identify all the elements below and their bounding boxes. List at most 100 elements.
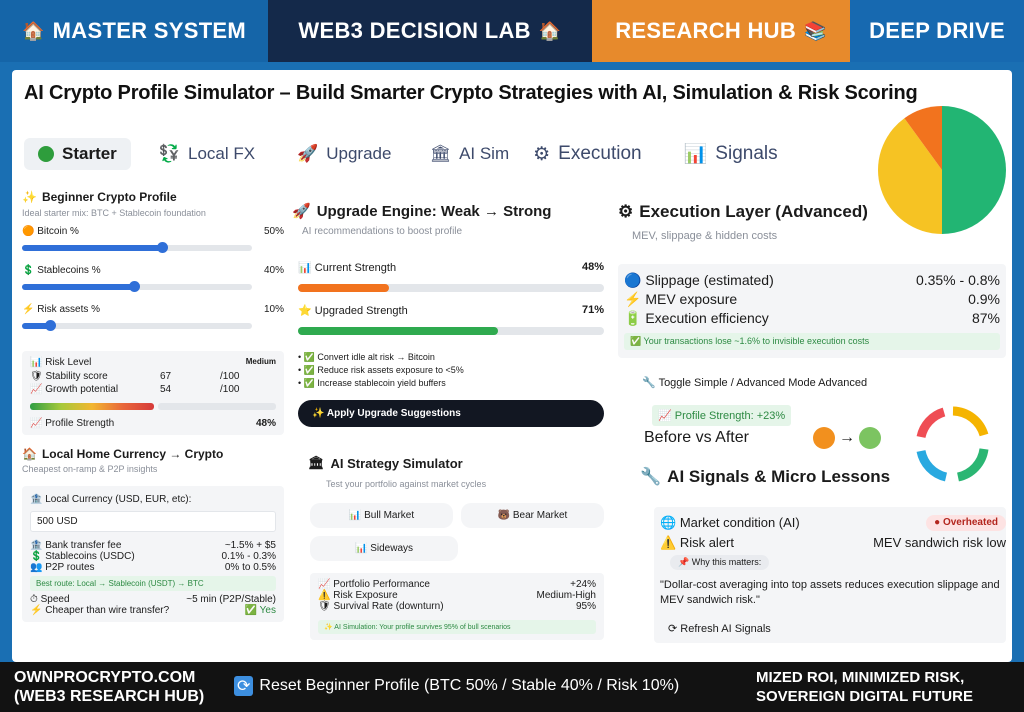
cheaper-label: ⚡ Cheaper than wire transfer? xyxy=(30,605,170,616)
building-icon: 🏛 xyxy=(308,455,325,470)
stablecoins-slider[interactable]: 💲 Stablecoins % 40% xyxy=(22,265,284,292)
home-icon: 🏠 xyxy=(21,20,45,41)
mev-row: ⚡ MEV exposure 0.9% xyxy=(624,291,1000,308)
speed-label: ⏱ Speed xyxy=(30,594,70,605)
stablecoins-value: 40% xyxy=(263,265,284,276)
chart-icon: 📊 xyxy=(30,357,46,368)
growth-row: 📈 Growth potential 54 /100 xyxy=(30,384,276,395)
refresh-signals-button[interactable]: ⟳ Refresh AI Signals xyxy=(668,623,771,635)
clock-icon: ⏱ xyxy=(30,594,41,605)
stability-max: /100 xyxy=(220,371,240,382)
currency-field-label: 🏦 Local Currency (USD, EUR, etc): xyxy=(30,494,192,505)
footer-site: OWNPROCRYPTO.COM xyxy=(14,669,196,686)
risk-level-value: Medium xyxy=(245,357,276,366)
tab-label: Upgrade xyxy=(326,144,392,163)
sideways-button[interactable]: 📊 Sideways xyxy=(310,536,458,561)
local-currency-subtitle: Cheapest on-ramp & P2P insights xyxy=(22,464,158,474)
current-strength-row: 📊 Current Strength 48% xyxy=(298,261,604,274)
bull-market-button[interactable]: 📊 Bull Market xyxy=(310,503,453,528)
trend-icon: 📈 xyxy=(318,579,334,590)
simulator-subtitle: Test your portfolio against market cycle… xyxy=(326,479,487,489)
cheaper-row: ⚡ Cheaper than wire transfer? ✅ Yes xyxy=(30,605,276,616)
tab-local-fx[interactable]: 💱 Local FX xyxy=(149,138,265,170)
shield-icon: 🛡 xyxy=(30,371,46,382)
shield-icon: 🛡 xyxy=(318,601,334,612)
gear-icon: ⚙ xyxy=(533,143,551,165)
mode-toggle[interactable]: 🔧 Toggle Simple / Advanced Mode Advanced xyxy=(642,377,868,389)
signals-heading: 🔧 AI Signals & Micro Lessons xyxy=(640,467,1006,487)
page-title: AI Crypto Profile Simulator – Build Smar… xyxy=(24,82,918,104)
micro-lesson-text: "Dollar-cost averaging into top assets r… xyxy=(660,579,1000,606)
trend-icon: 📈 xyxy=(30,384,46,395)
risk-meter-fill xyxy=(30,403,154,410)
refresh-icon: ⟳ xyxy=(668,623,681,635)
stablecoins-label: 💲 Stablecoins % xyxy=(22,265,101,276)
pie-slice-1 xyxy=(878,118,942,234)
exchange-icon: 💱 xyxy=(158,144,180,163)
chart-icon: 📊 xyxy=(348,510,365,521)
nav-tab-master-system[interactable]: 🏠 MASTER SYSTEM xyxy=(0,0,268,62)
rocket-icon: 🚀 xyxy=(292,203,311,220)
check-icon: ✅ xyxy=(303,378,315,388)
mev-value: 0.9% xyxy=(968,291,1000,307)
tab-label: Starter xyxy=(62,144,117,163)
upgrade-column: 🚀 Upgrade Engine: Weak → Strong AI recom… xyxy=(292,190,610,640)
survival-label: 🛡 Survival Rate (downturn) xyxy=(318,601,444,612)
reset-profile-button[interactable]: ⟳ Reset Beginner Profile (BTC 50% / Stab… xyxy=(234,676,679,696)
risk-assets-slider[interactable]: ⚡ Risk assets % 10% xyxy=(22,304,284,331)
apply-upgrade-button[interactable]: ✨ Apply Upgrade Suggestions xyxy=(298,400,604,427)
footer-tagline-line2: SOVEREIGN DIGITAL FUTURE xyxy=(756,688,973,705)
risk-meter xyxy=(30,403,276,410)
tab-signals[interactable]: 📊 Signals xyxy=(674,136,788,172)
nav-tab-research-hub[interactable]: RESEARCH HUB 📚 xyxy=(592,0,850,62)
best-route-note: Best route: Local → Stablecoin (USDT) → … xyxy=(30,576,276,591)
bitcoin-value: 50% xyxy=(263,226,284,237)
local-currency-input[interactable]: 500 USD xyxy=(30,511,276,532)
toggle-icon: 🔧 xyxy=(642,377,659,389)
building-icon: 🏛 xyxy=(429,144,452,163)
bear-market-button[interactable]: 🐻 Bear Market xyxy=(461,503,604,528)
before-after-label: Before vs After xyxy=(644,429,749,446)
red-dot-icon: ● xyxy=(934,517,943,528)
simulation-results-box: 📈 Portfolio Performance +24% ⚠️ Risk Exp… xyxy=(310,573,604,640)
upgrade-engine-title: Upgrade Engine: Weak → Strong xyxy=(316,202,552,220)
beginner-profile-title: Beginner Crypto Profile xyxy=(41,190,177,204)
risk-summary-box: 📊 Risk Level Medium 🛡 Stability score 67… xyxy=(22,351,284,435)
pin-icon: 📌 xyxy=(678,557,692,567)
beginner-profile-heading: ✨ Beginner Crypto Profile xyxy=(22,190,284,204)
tab-upgrade[interactable]: 🚀 Upgrade xyxy=(287,138,401,170)
cycle-arrows-icon xyxy=(916,406,989,482)
risk-alert-row: ⚠️ Risk alert MEV sandwich risk low xyxy=(660,535,1006,551)
tab-ai-sim[interactable]: 🏛 AI Sim xyxy=(419,138,519,170)
book-icon: 📚 xyxy=(804,20,827,41)
coin-icon: 💲 xyxy=(30,551,46,562)
tab-label: Local FX xyxy=(187,144,256,163)
execution-subtitle: MEV, slippage & hidden costs xyxy=(632,230,778,242)
mev-label: ⚡ MEV exposure xyxy=(624,291,738,307)
tab-starter[interactable]: Starter xyxy=(24,138,131,170)
risk-exposure-label: ⚠️ Risk Exposure xyxy=(318,590,398,601)
bitcoin-slider[interactable]: 🟠 Bitcoin % 50% xyxy=(22,226,284,253)
star-icon: ⭐ xyxy=(298,305,315,317)
starter-column: ✨ Beginner Crypto Profile Ideal starter … xyxy=(22,190,284,622)
chart-icon: 📊 xyxy=(683,144,708,165)
tab-execution[interactable]: ⚙ Execution xyxy=(523,137,652,172)
main-panel: AI Crypto Profile Simulator – Build Smar… xyxy=(12,70,1012,662)
nav-tab-web3-decision-lab[interactable]: WEB3 DECISION LAB 🏠 xyxy=(268,0,592,62)
survival-value: 95% xyxy=(575,601,596,612)
green-dot-icon xyxy=(38,146,54,162)
upgrade-checklist: • ✅ Convert idle alt risk → Bitcoin • ✅ … xyxy=(298,351,604,390)
nav-tab-deep-drive[interactable]: DEEP DRIVE xyxy=(850,0,1024,62)
coin-icon: 💲 xyxy=(22,265,38,276)
tab-label: Signals xyxy=(715,143,778,164)
efficiency-label: 🔋 Execution efficiency xyxy=(624,310,769,326)
risk-level-label: 📊 Risk Level xyxy=(30,357,92,368)
footer-tagline-line1: MIZED ROI, MINIMIZED RISK, xyxy=(756,669,965,686)
slider-handle[interactable] xyxy=(157,242,168,253)
lightning-icon: ⚡ xyxy=(624,291,646,307)
home-icon: 🏠 xyxy=(22,447,37,461)
slider-handle[interactable] xyxy=(129,281,140,292)
sparkle-icon: ✨ xyxy=(22,190,37,204)
slider-handle[interactable] xyxy=(45,320,56,331)
target-icon: 🔵 xyxy=(624,272,646,288)
